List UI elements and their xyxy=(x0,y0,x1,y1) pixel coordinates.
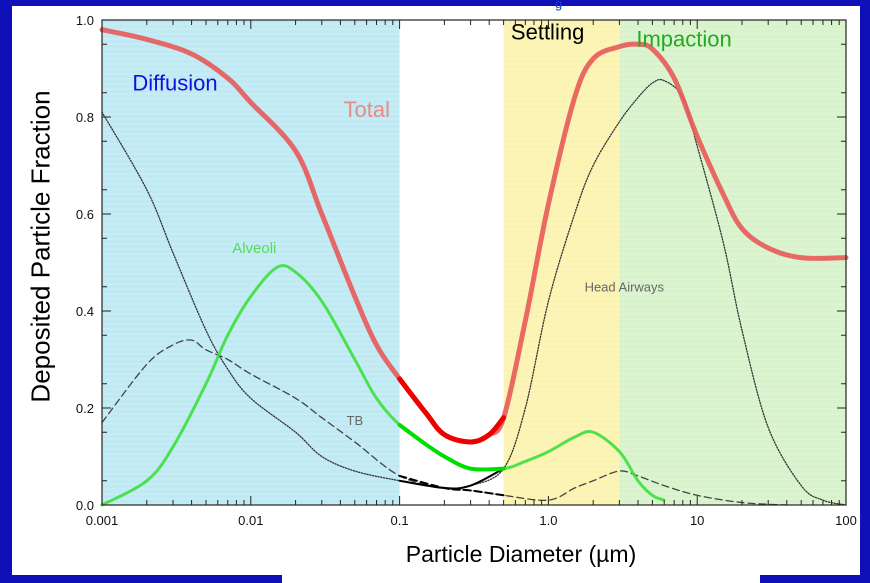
region-label-impaction: Impaction xyxy=(636,27,731,52)
x-tick-label: 1.0 xyxy=(539,513,557,528)
frame-left xyxy=(0,0,12,583)
grid-layer xyxy=(102,23,846,505)
label-layer: Diffusion Settling Impaction Total Alveoli He… xyxy=(132,19,731,428)
region-settling xyxy=(503,20,620,505)
series-head-airways xyxy=(101,78,847,506)
y-tick-label: 0.4 xyxy=(76,304,94,319)
frame-top xyxy=(0,0,870,6)
series-head-airways-highlight xyxy=(398,467,505,490)
y-tick-label: 0.6 xyxy=(76,207,94,222)
series-total-highlight xyxy=(397,376,507,445)
series-alveoli-highlight xyxy=(397,422,506,472)
head-airways-label: Head Airways xyxy=(585,280,665,295)
plot-frame xyxy=(101,19,847,506)
series-layer xyxy=(99,27,849,507)
x-tick-label: 10 xyxy=(690,513,704,528)
tb-label: TB xyxy=(347,413,364,428)
frame-right xyxy=(860,0,870,583)
x-tick-label: 100 xyxy=(835,513,857,528)
region-label-diffusion: Diffusion xyxy=(132,70,217,95)
x-tick-label: 0.01 xyxy=(238,513,263,528)
alveoli-label: Alveoli xyxy=(232,240,276,257)
y-tick-label: 1.0 xyxy=(76,13,94,28)
y-tick-label: 0.0 xyxy=(76,498,94,513)
region-impaction xyxy=(619,20,846,505)
frame-bottom-right xyxy=(760,575,870,583)
series-total xyxy=(99,27,849,445)
axes-layer: 0.001 0.01 0.1 1.0 10 100 0.0 0.2 0.4 0.6 0.8 1.0 xyxy=(76,13,857,528)
y-tick-label: 0.8 xyxy=(76,110,94,125)
region-label-settling: Settling xyxy=(511,19,584,44)
series-tb-highlight xyxy=(398,474,505,497)
x-tick-label: 0.001 xyxy=(86,513,119,528)
y-tick-label: 0.2 xyxy=(76,401,94,416)
total-label: Total xyxy=(344,97,390,122)
y-axis-label: Deposited Particle Fraction xyxy=(25,90,56,403)
top-caption: g xyxy=(555,0,563,11)
x-tick-label: 0.1 xyxy=(391,513,409,528)
frame-bottom-left xyxy=(0,575,282,583)
x-axis-label: Particle Diameter (µm) xyxy=(405,541,637,567)
